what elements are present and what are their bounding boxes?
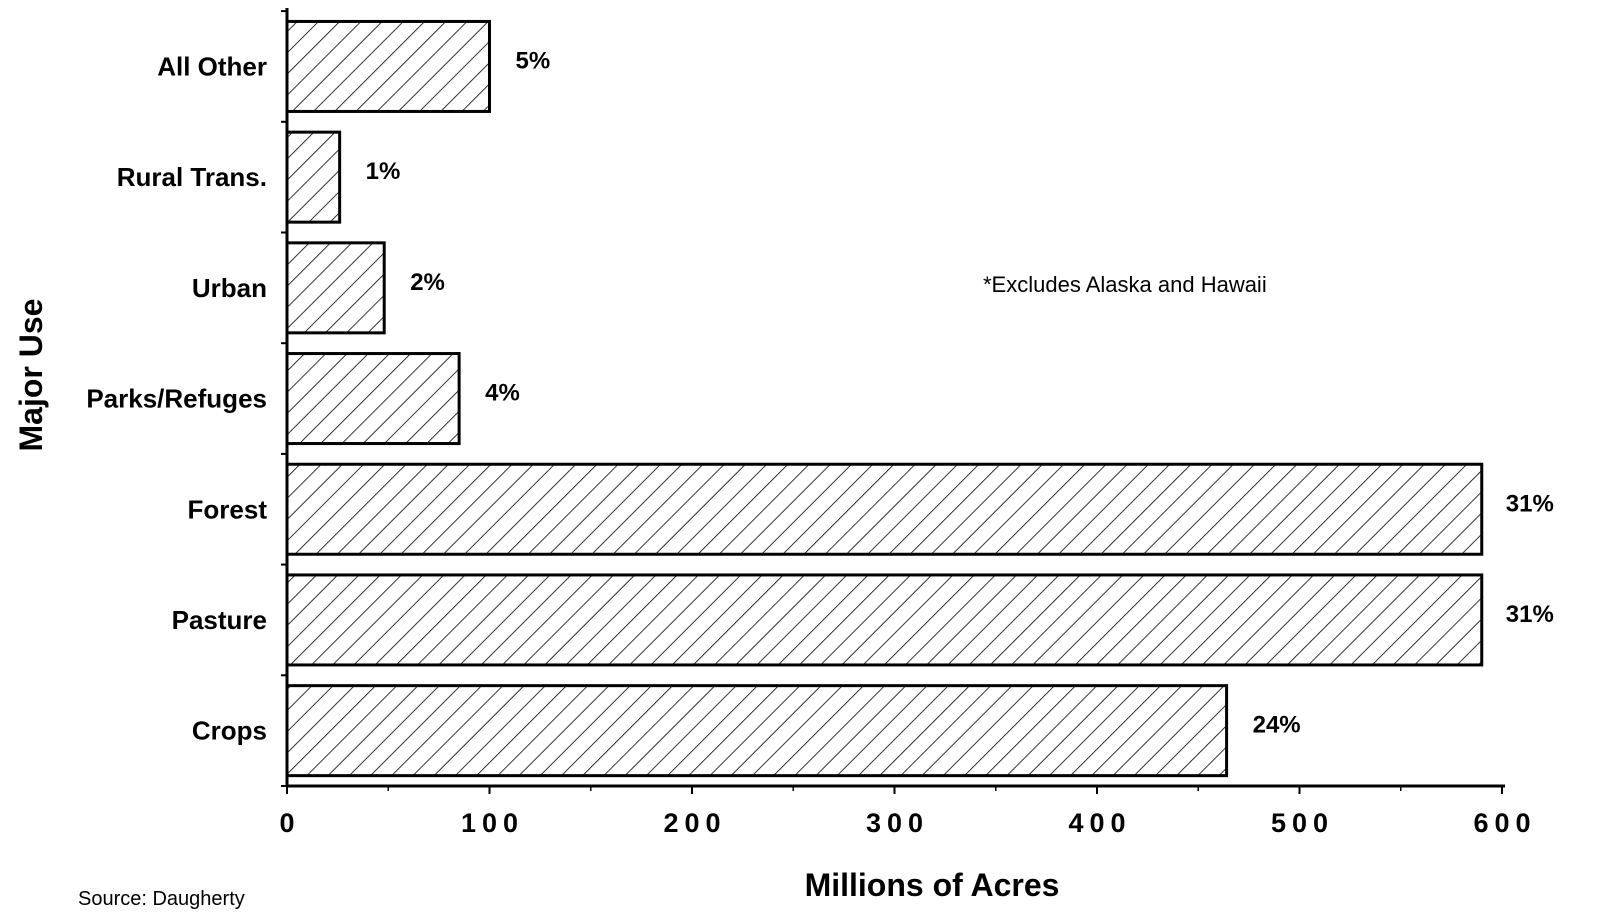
bars-group: [285, 19, 1484, 778]
bar-pasture: [285, 573, 1484, 667]
x-tick-label: 300: [866, 808, 929, 838]
category-label: All Other: [157, 51, 267, 81]
category-label: Forest: [188, 494, 268, 524]
value-label: 1%: [366, 158, 401, 185]
x-tick-label: 400: [1068, 808, 1131, 838]
bar-parks-refuges: [285, 352, 461, 446]
x-axis-title: Millions of Acres: [805, 867, 1060, 903]
value-label: 5%: [516, 47, 551, 74]
y-axis-title: Major Use: [13, 299, 49, 452]
value-label: 24%: [1253, 712, 1301, 739]
x-tick-label: 500: [1271, 808, 1334, 838]
value-label: 2%: [410, 269, 445, 296]
bar-all-other: [285, 19, 491, 113]
bar-forest: [285, 462, 1484, 556]
x-tick-label: 0: [279, 808, 300, 838]
bar-urban: [285, 241, 386, 335]
category-label: Rural Trans.: [117, 162, 267, 192]
y-ticks-group: [281, 10, 287, 787]
value-label: 31%: [1506, 490, 1554, 517]
source-note: Source: Daugherty: [78, 888, 245, 910]
x-tick-label: 200: [663, 808, 726, 838]
category-label: Urban: [192, 273, 267, 303]
exclusion-note: *Excludes Alaska and Hawaii: [983, 272, 1267, 297]
x-ticks-group: 0 100 200 300 400 500 600: [279, 786, 1536, 838]
category-label: Parks/Refuges: [86, 384, 267, 414]
category-label: Pasture: [172, 605, 267, 635]
value-labels-group: 24% 31% 31% 4% 2% 1% 5%: [366, 47, 1554, 738]
category-label: Crops: [192, 716, 267, 746]
x-tick-label: 100: [461, 808, 524, 838]
x-tick-label: 600: [1473, 808, 1536, 838]
value-label: 4%: [485, 380, 520, 407]
bar-crops: [285, 684, 1229, 778]
bar-rural-trans: [285, 130, 342, 224]
category-labels-group: Crops Pasture Forest Parks/Refuges Urban Rura…: [86, 51, 267, 745]
value-label: 31%: [1506, 601, 1554, 628]
